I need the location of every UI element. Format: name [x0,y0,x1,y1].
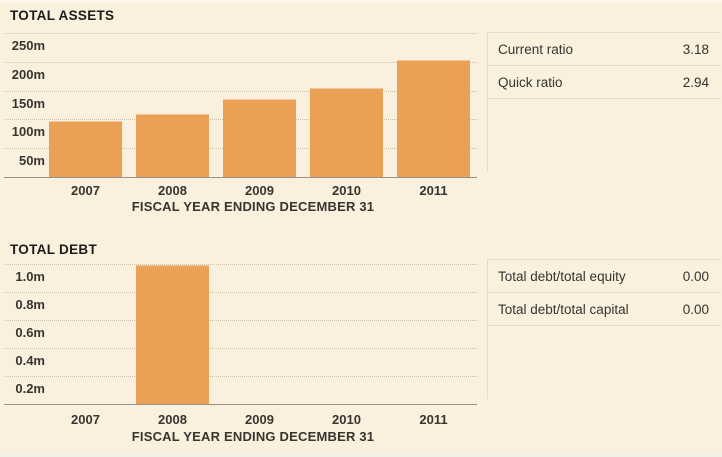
total-assets-title: TOTAL ASSETS [10,8,115,23]
bar-2011 [397,60,470,178]
x-tick-label: 2009 [245,412,274,427]
x-tick-label: 2007 [71,412,100,427]
y-tick-label: 0.8m [15,297,45,312]
gridline [4,264,477,265]
total-debt-title: TOTAL DEBT [10,242,97,257]
y-tick-label: 50m [18,153,45,169]
x-axis-line [4,404,477,405]
debt-equity-value: 0.00 [682,268,709,284]
bottom-edge-strip [0,452,722,457]
y-tick-label: 0.2m [15,381,45,396]
quick-ratio-value: 2.94 [682,74,709,90]
y-tick-label: 150m [11,95,45,111]
debt-equity-label: Total debt/total equity [498,268,626,284]
debt-capital-value: 0.00 [682,301,709,317]
bar-2008 [136,265,209,405]
gridline [4,320,477,321]
x-tick-label: 2009 [245,183,274,198]
debt-capital-row: Total debt/total capital 0.00 [488,293,721,326]
y-tick-label: 1.0m [15,269,45,284]
debt-capital-label: Total debt/total capital [498,301,629,317]
x-tick-label: 2010 [332,183,361,198]
bar-2010 [310,88,383,178]
current-ratio-label: Current ratio [498,41,574,57]
bar-2007 [49,121,122,178]
quick-ratio-row: Quick ratio 2.94 [488,66,721,99]
debt-equity-row: Total debt/total equity 0.00 [488,260,721,293]
x-tick-label: 2010 [332,412,361,427]
x-tick-label: 2011 [419,183,448,198]
gridline [4,61,477,63]
x-tick-label: 2011 [419,412,448,427]
y-tick-label: 100m [11,124,45,140]
y-tick-label: 200m [11,66,45,82]
x-tick-label: 2008 [158,183,187,198]
current-ratio-row: Current ratio 3.18 [488,33,721,66]
leverage-ratios-panel: Total debt/total equity 0.00 Total debt/… [487,259,721,399]
x-axis-line [4,177,477,178]
liquidity-ratios-panel: Current ratio 3.18 Quick ratio 2.94 [487,32,721,172]
x-axis-title: FISCAL YEAR ENDING DECEMBER 31 [131,429,375,444]
bar-2009 [223,99,296,178]
y-tick-label: 0.6m [15,325,45,340]
total-debt-chart: TOTAL DEBT 1.0m 0.8m 0.6m 0.4m 0.2m 2007 2008 2… [0,230,487,457]
x-tick-label: 2008 [158,412,187,427]
x-tick-label: 2007 [71,183,100,198]
top-edge-strip [0,0,722,3]
gridline [4,90,477,92]
y-tick-label: 0.4m [15,353,45,368]
bar-2008 [136,114,209,178]
gridline [4,348,477,349]
gridline [4,376,477,377]
current-ratio-value: 3.18 [682,41,709,57]
total-assets-chart: TOTAL ASSETS 250m 200m 150m 100m 50m 2007 2008… [0,0,487,230]
x-axis-title: FISCAL YEAR ENDING DECEMBER 31 [131,199,375,214]
y-tick-label: 250m [11,38,45,53]
quick-ratio-label: Quick ratio [498,74,563,90]
gridline [4,292,477,293]
gridline [4,33,477,34]
